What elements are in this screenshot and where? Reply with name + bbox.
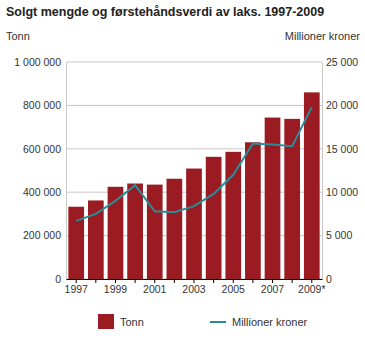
bar xyxy=(206,157,222,279)
grid-line xyxy=(66,148,322,149)
x-tick-mark xyxy=(213,279,214,283)
bar xyxy=(167,179,183,279)
x-tick-mark xyxy=(76,279,77,283)
grid-line xyxy=(66,62,322,63)
bar xyxy=(245,142,261,279)
x-tick-mark xyxy=(233,279,234,283)
x-tick: 2001 xyxy=(143,279,167,295)
y-tick-label: 600 000 xyxy=(23,143,61,155)
x-tick-mark xyxy=(135,279,136,283)
bar xyxy=(304,92,320,279)
x-tick-mark xyxy=(292,279,293,283)
legend-item: Tonn xyxy=(98,314,144,329)
x-tick-mark xyxy=(115,279,116,283)
bars xyxy=(68,92,319,279)
y-axis-line xyxy=(66,63,67,280)
bar xyxy=(68,207,84,279)
y2-tick-label: 10 000 xyxy=(326,186,358,198)
y-axis-title: Tonn xyxy=(6,30,30,42)
x-tick: 1999 xyxy=(104,279,128,295)
x-tick xyxy=(135,279,136,283)
y2-tick-label: 25 000 xyxy=(326,56,358,68)
x-tick xyxy=(174,279,175,283)
x-tick xyxy=(213,279,214,283)
x-tick xyxy=(252,279,253,283)
y2-tick-label: 15 000 xyxy=(326,143,358,155)
bar xyxy=(88,200,104,279)
bar xyxy=(147,185,163,279)
y-tick-label: 400 000 xyxy=(23,186,61,198)
x-tick: 2003 xyxy=(182,279,206,295)
y-tick-label: 800 000 xyxy=(23,99,61,111)
legend-item: Millioner kroner xyxy=(210,316,308,328)
y2-tick: 25 000 xyxy=(322,56,358,68)
x-tick-mark xyxy=(95,279,96,283)
x-tick: 1997 xyxy=(65,279,89,295)
x-tick-label: 2001 xyxy=(143,283,167,295)
y-tick-label: 0 xyxy=(55,273,61,285)
x-tick-label: 2009* xyxy=(298,283,325,295)
y2-tick: 20 000 xyxy=(322,99,358,111)
y-axis: 0 200 000 400 000 600 000 800 000 1 000 000 xyxy=(14,56,66,285)
y-tick-label: 1 000 000 xyxy=(14,56,61,68)
legend-swatch xyxy=(98,314,114,329)
x-axis: 1997 1999 2001 2003 2005 2007 2009* xyxy=(65,279,326,295)
y2-tick-label: 20 000 xyxy=(326,99,358,111)
x-tick-mark xyxy=(154,279,155,283)
y2-tick: 15 000 xyxy=(322,143,358,155)
y-tick: 1 000 000 xyxy=(14,56,66,68)
x-tick-mark xyxy=(272,279,273,283)
chart: Solgt mengde og førstehåndsverdi av laks… xyxy=(0,0,365,342)
y-tick: 200 000 xyxy=(23,229,66,241)
x-tick-label: 2005 xyxy=(222,283,246,295)
x-tick: 2009* xyxy=(298,279,325,295)
x-tick-mark xyxy=(194,279,195,283)
y2-axis-title: Millioner kroner xyxy=(285,30,361,42)
grid xyxy=(66,62,322,279)
y2-tick-label: 0 xyxy=(326,273,332,285)
x-tick xyxy=(292,279,293,283)
y2-tick: 5 000 xyxy=(322,229,352,241)
x-tick-label: 1997 xyxy=(65,283,89,295)
legend: Tonn Millioner kroner xyxy=(98,314,308,329)
y2-tick: 10 000 xyxy=(322,186,358,198)
legend-label: Millioner kroner xyxy=(232,316,308,328)
line xyxy=(76,107,312,221)
y2-axis-line xyxy=(322,63,323,280)
legend-swatch xyxy=(210,321,226,323)
y-tick-label: 200 000 xyxy=(23,229,61,241)
title: Solgt mengde og førstehåndsverdi av laks… xyxy=(6,5,324,19)
y-tick: 600 000 xyxy=(23,143,66,155)
x-tick-mark xyxy=(252,279,253,283)
y-tick: 400 000 xyxy=(23,186,66,198)
x-tick: 2007 xyxy=(261,279,285,295)
plot-area xyxy=(68,92,319,279)
y-tick: 800 000 xyxy=(23,99,66,111)
bar xyxy=(225,152,241,279)
x-tick xyxy=(95,279,96,283)
bar xyxy=(186,169,202,279)
x-tick-mark xyxy=(174,279,175,283)
bar xyxy=(127,184,143,279)
y2-axis: 0 5 000 10 000 15 000 20 000 25 000 xyxy=(322,56,358,285)
x-tick-label: 2007 xyxy=(261,283,285,295)
x-tick: 2005 xyxy=(222,279,246,295)
legend-label: Tonn xyxy=(120,316,144,328)
x-tick-mark xyxy=(311,279,312,283)
grid-line xyxy=(66,105,322,106)
bar xyxy=(265,118,281,279)
x-tick-label: 1999 xyxy=(104,283,128,295)
x-tick-label: 2003 xyxy=(182,283,206,295)
bar xyxy=(284,119,300,279)
y2-tick-label: 5 000 xyxy=(326,229,352,241)
